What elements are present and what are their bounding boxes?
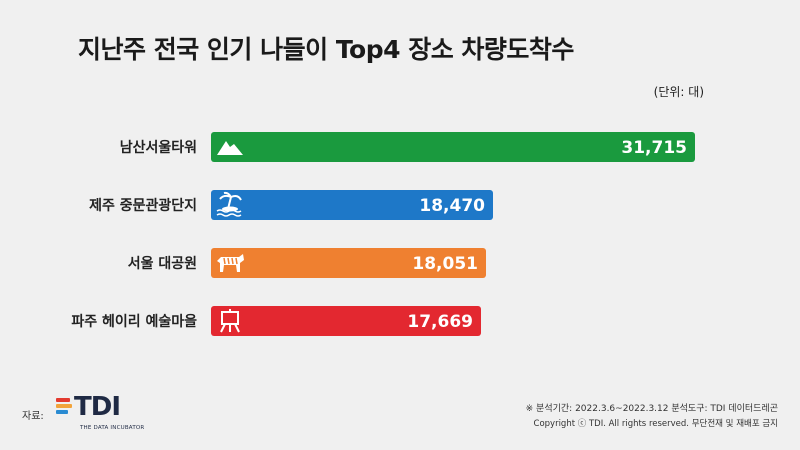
unit-label: (단위: 대) [653, 85, 704, 99]
easel-icon [220, 309, 240, 333]
logo-subtitle: THE DATA INCUBATOR [80, 425, 145, 431]
analysis-note: ※ 분석기간: 2022.3.6~2022.3.12 분석도구: TDI 데이터… [525, 404, 778, 414]
data-label: 18,051 [412, 254, 478, 274]
data-label: 17,669 [407, 312, 473, 332]
source-label: 자료: [22, 411, 44, 422]
data-label: 18,470 [419, 196, 485, 216]
category-label: 파주 헤이리 예술마을 [71, 313, 197, 330]
tdi-logo: TDI THE DATA INCUBATOR [56, 392, 146, 436]
category-label: 남산서울타워 [120, 139, 197, 156]
logo-text: TDI [74, 392, 121, 422]
bar [211, 190, 493, 220]
chart-title: 지난주 전국 인기 나들이 Top4 장소 차량도착수 [78, 35, 574, 64]
bar [211, 306, 481, 336]
bar-chart: 남산서울타워 31,715 제주 중문관광단지 18,470 서울 대공원 18,051 파… [71, 132, 695, 336]
bar [211, 248, 486, 278]
bar [211, 132, 695, 162]
logo-stripes-icon [56, 398, 72, 420]
tiger-icon [217, 254, 244, 272]
data-label: 31,715 [621, 138, 687, 158]
category-label: 서울 대공원 [128, 255, 197, 272]
copyright: Copyright ⓒ TDI. All rights reserved. 무단… [533, 419, 778, 429]
palm-island-icon [216, 191, 242, 217]
category-label: 제주 중문관광단지 [89, 197, 197, 214]
mountain-icon [217, 141, 243, 155]
